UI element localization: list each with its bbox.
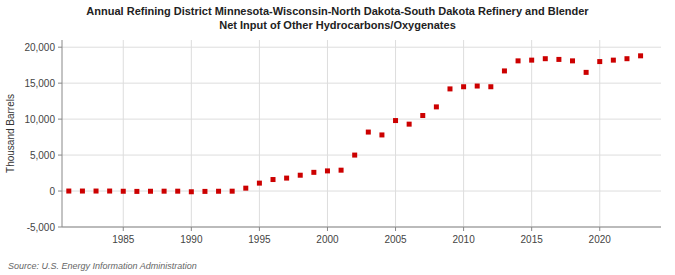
tick-y	[58, 227, 62, 228]
grid-line-x	[599, 40, 600, 227]
point	[420, 113, 425, 118]
title-line: Annual Refining District Minnesota-Wisco…	[86, 5, 589, 17]
tick-y	[58, 191, 62, 192]
tick-label-x: 2000	[316, 234, 339, 245]
axis-label-y: Thousand Barrels	[5, 94, 16, 173]
point	[556, 57, 561, 62]
point	[339, 168, 344, 173]
tick-label-x: 1990	[180, 234, 203, 245]
point	[366, 130, 371, 135]
point	[284, 176, 289, 181]
point	[216, 189, 221, 194]
tick-x	[599, 227, 600, 231]
point	[584, 70, 589, 75]
tick-label-y: 15,000	[24, 78, 55, 89]
tick-x	[463, 227, 464, 231]
tick-y	[58, 47, 62, 48]
point	[624, 56, 629, 61]
point	[475, 84, 480, 89]
grid-line-x	[123, 40, 124, 227]
tick-label-y: 10,000	[24, 114, 55, 125]
grid-line-y	[62, 83, 661, 84]
source: Source: U.S. Energy Information Administ…	[8, 261, 197, 271]
point	[107, 189, 112, 194]
tick-y	[58, 119, 62, 120]
tick-label-x: 1985	[112, 234, 135, 245]
tick-x	[259, 227, 260, 231]
point	[257, 181, 262, 186]
tick-x	[191, 227, 192, 231]
point	[352, 153, 357, 158]
tick-label-y: 0	[49, 186, 55, 197]
point	[298, 173, 303, 178]
point	[243, 186, 248, 191]
tick-x	[531, 227, 532, 231]
point	[80, 189, 85, 194]
point	[271, 177, 276, 182]
point	[488, 84, 493, 89]
point	[434, 104, 439, 109]
point	[597, 59, 602, 64]
point	[325, 168, 330, 173]
point	[611, 58, 616, 63]
tick-label-y: -5,000	[27, 222, 56, 233]
point	[502, 68, 507, 73]
grid-line-x	[395, 40, 396, 227]
grid-line-y	[62, 119, 661, 120]
grid-line-y	[62, 227, 661, 228]
point	[447, 86, 452, 91]
tick-label-x: 2015	[521, 234, 544, 245]
tick-y	[58, 155, 62, 156]
tick-y	[58, 83, 62, 84]
point	[570, 58, 575, 63]
point	[461, 84, 466, 89]
chart-container: Annual Refining District Minnesota-Wisco…	[0, 0, 675, 275]
title-line: Net Input of Other Hydrocarbons/Oxygenat…	[219, 19, 456, 31]
point	[162, 189, 167, 194]
point	[543, 56, 548, 61]
tick-label-y: 5,000	[30, 150, 55, 161]
grid-line-x	[191, 40, 192, 227]
point	[134, 189, 139, 194]
grid-line-x	[463, 40, 464, 227]
point	[148, 189, 153, 194]
point	[379, 132, 384, 137]
point	[516, 58, 521, 63]
points	[66, 53, 643, 194]
tick-x	[395, 227, 396, 231]
tick-x	[327, 227, 328, 231]
grid-line-y	[62, 155, 661, 156]
chart: Annual Refining District Minnesota-Wisco…	[0, 0, 675, 275]
grid-line-y	[62, 47, 661, 48]
point	[202, 189, 207, 194]
grid-line-x	[327, 40, 328, 227]
grid	[62, 40, 661, 227]
point	[230, 189, 235, 194]
tick-x	[123, 227, 124, 231]
tick-label-x: 2005	[384, 234, 407, 245]
point	[66, 189, 71, 194]
point	[407, 122, 412, 127]
point	[311, 170, 316, 175]
tick-label-x: 2010	[452, 234, 475, 245]
tick-label-x: 2020	[589, 234, 612, 245]
axis-line-y	[62, 40, 63, 227]
point	[529, 58, 534, 63]
grid-line-x	[531, 40, 532, 227]
title: Annual Refining District Minnesota-Wisco…	[86, 5, 589, 31]
axes: -5,000 0 5,000 10,000 15,000 20,000 1985 1990 19…	[24, 40, 661, 245]
point	[94, 189, 99, 194]
point	[638, 53, 643, 58]
grid-line-x	[259, 40, 260, 227]
tick-label-y: 20,000	[24, 42, 55, 53]
point	[175, 189, 180, 194]
axis-line-x	[62, 227, 661, 228]
tick-label-x: 1995	[248, 234, 271, 245]
point	[189, 189, 194, 194]
point	[121, 189, 126, 194]
point	[393, 118, 398, 123]
